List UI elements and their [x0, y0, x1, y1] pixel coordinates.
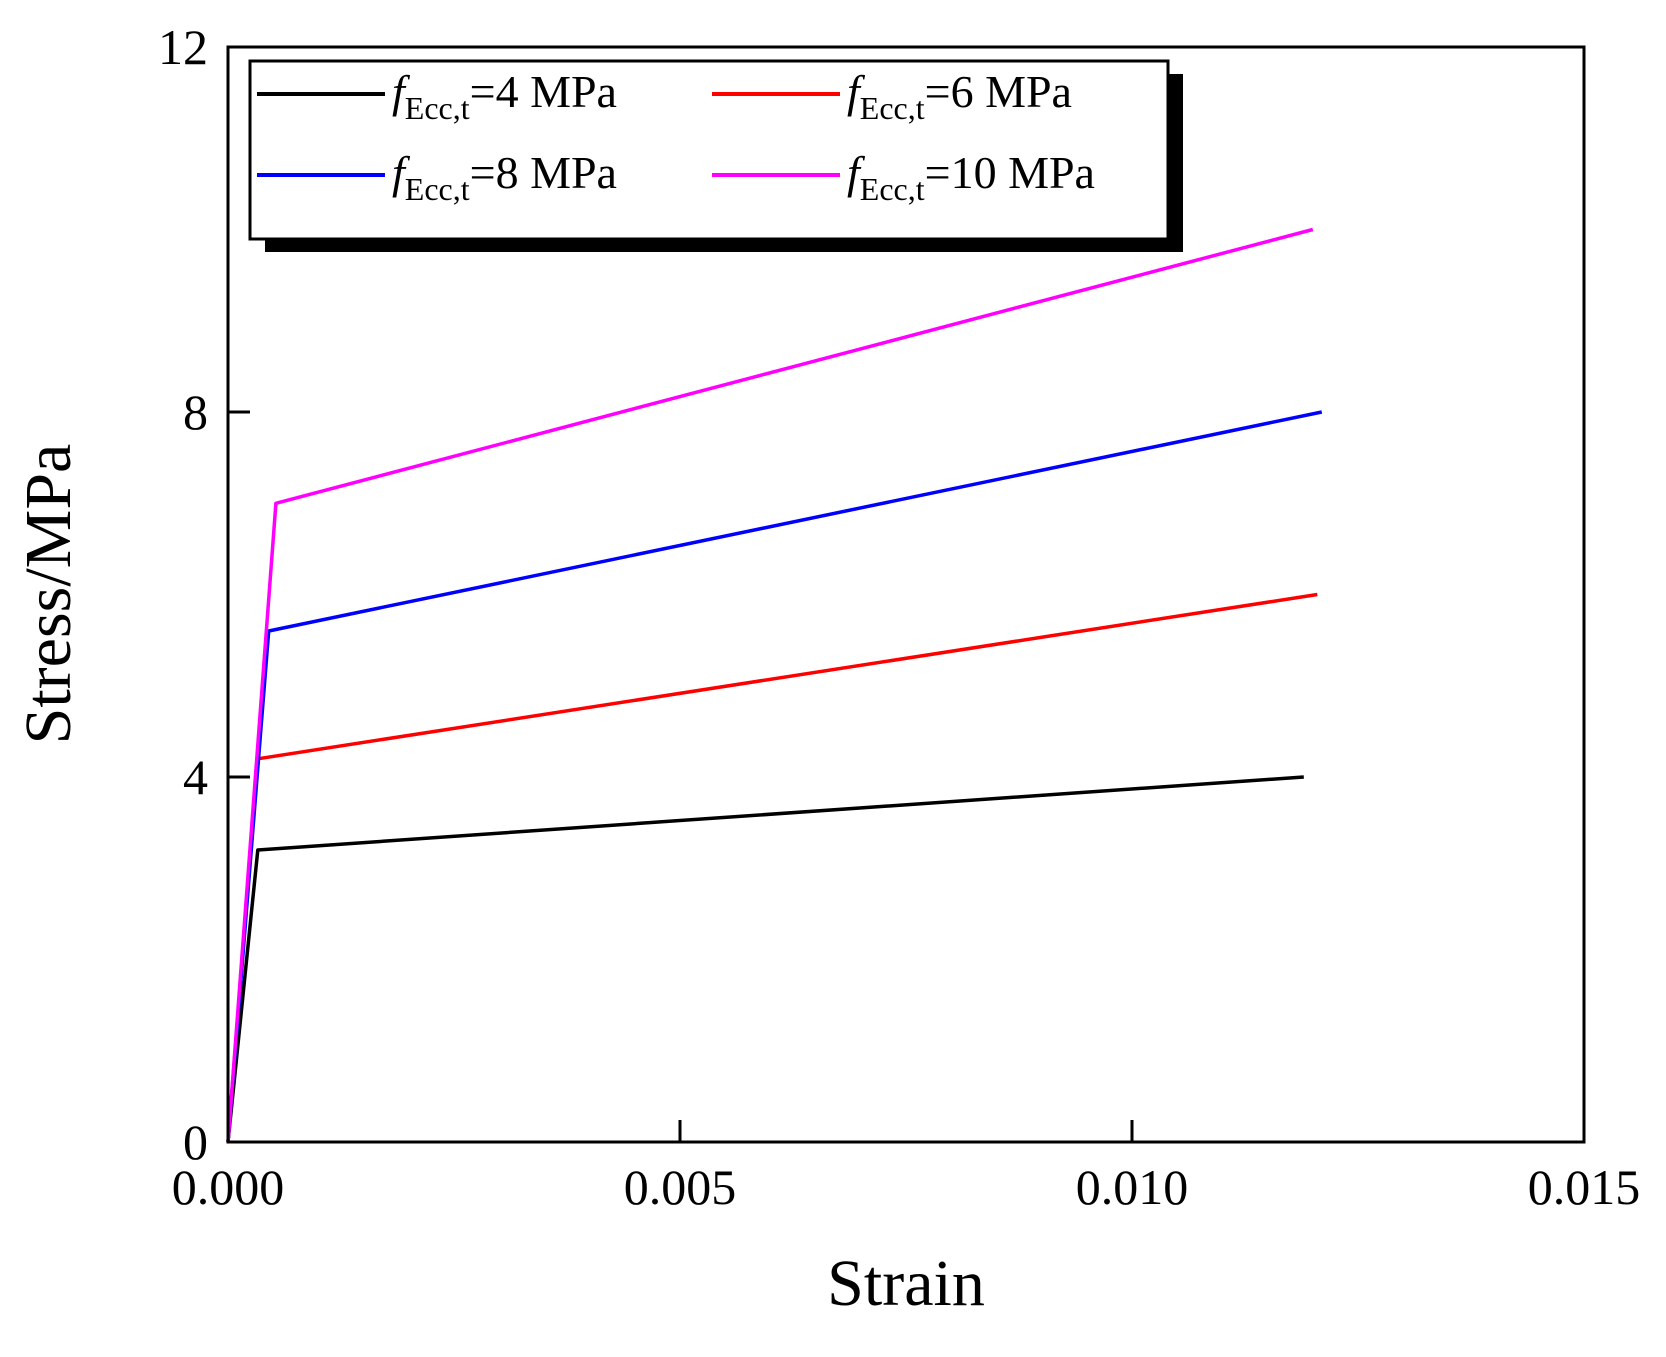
axis-tick-labels: 0.000 0.005 0.010 0.015 0 4 8 12 — [158, 19, 1640, 1215]
y-tick-label: 4 — [183, 749, 208, 805]
series-line-2 — [226, 410, 1323, 1143]
series-line-3 — [226, 227, 1314, 1143]
x-tick-label: 0.015 — [1528, 1159, 1641, 1215]
legend-item-0: fEcc,t=4 MPa — [257, 66, 617, 126]
legend-item-1: fEcc,t=6 MPa — [712, 66, 1072, 126]
x-tick-label: 0.005 — [624, 1159, 737, 1215]
x-tick-label: 0.000 — [172, 1159, 285, 1215]
legend-label: fEcc,t=10 MPa — [847, 147, 1095, 207]
y-axis-title: Stress/MPa — [12, 444, 85, 745]
y-tick-label: 8 — [183, 384, 208, 440]
legend-label: fEcc,t=8 MPa — [392, 147, 617, 207]
legend-item-2: fEcc,t=8 MPa — [257, 147, 617, 207]
y-tick-label: 0 — [183, 1114, 208, 1170]
x-axis-title: Strain — [827, 1247, 985, 1320]
series-line-1 — [226, 592, 1318, 1143]
legend-box — [248, 59, 1170, 241]
x-tick-label: 0.010 — [1076, 1159, 1189, 1215]
legend-item-3: fEcc,t=10 MPa — [712, 147, 1095, 207]
y-tick-label: 12 — [158, 19, 208, 75]
series-lines — [226, 227, 1323, 1143]
legend: fEcc,t=4 MPa fEcc,t=6 MPa fEcc,t=8 MPa fEcc… — [248, 59, 1183, 252]
plot-frame — [226, 45, 1586, 1144]
legend-label: fEcc,t=4 MPa — [392, 66, 617, 126]
legend-label: fEcc,t=6 MPa — [847, 66, 1072, 126]
series-line-0 — [226, 775, 1304, 1143]
